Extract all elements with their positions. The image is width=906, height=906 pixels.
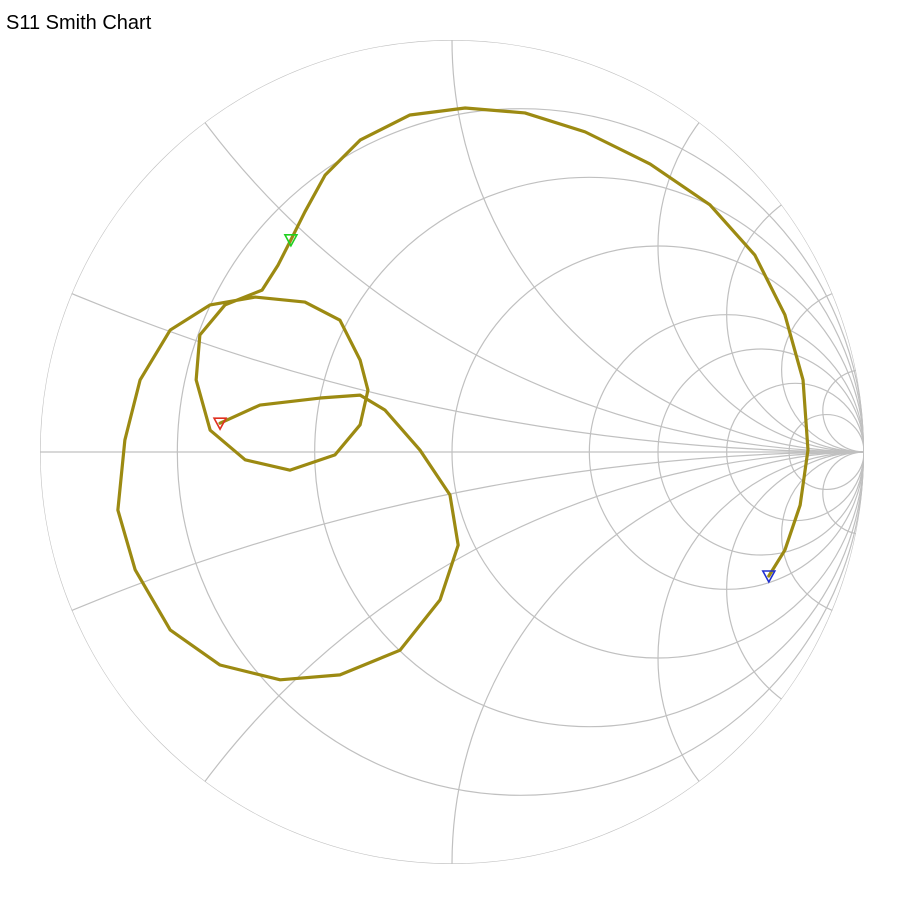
reactance-arc (780, 451, 864, 618)
marker (761, 570, 777, 584)
reactance-arc (657, 40, 864, 453)
marker (283, 234, 299, 248)
reactance-arc (657, 451, 864, 864)
trace (116, 106, 810, 682)
reactance-arc (726, 176, 864, 453)
reactance-arc (726, 451, 864, 728)
chart-title: S11 Smith Chart (6, 12, 152, 34)
reactance-arc (40, 40, 864, 453)
reactance-arc (40, 451, 864, 864)
reactance-arc (822, 368, 864, 453)
plot (116, 106, 810, 682)
marker (212, 417, 228, 431)
reactance-arc (822, 451, 864, 536)
